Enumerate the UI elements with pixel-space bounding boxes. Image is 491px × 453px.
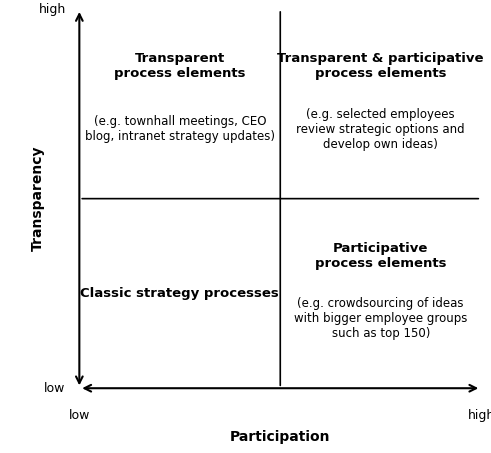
Text: (e.g. selected employees
review strategic options and
develop own ideas): (e.g. selected employees review strategi… [297,108,465,151]
Text: Classic strategy processes: Classic strategy processes [81,287,279,300]
Text: (e.g. townhall meetings, CEO
blog, intranet strategy updates): (e.g. townhall meetings, CEO blog, intra… [85,115,275,143]
Text: low: low [44,382,66,395]
Text: (e.g. crowdsourcing of ideas
with bigger employee groups
such as top 150): (e.g. crowdsourcing of ideas with bigger… [294,297,467,340]
Text: high: high [38,3,66,15]
Text: Participative
process elements: Participative process elements [315,241,446,270]
Text: high: high [467,410,491,422]
Text: Transparent
process elements: Transparent process elements [114,52,246,80]
Text: Participation: Participation [230,430,330,444]
Text: low: low [69,410,90,422]
Text: Transparency: Transparency [31,146,45,251]
Text: Transparent & participative
process elements: Transparent & participative process elem… [277,52,484,80]
